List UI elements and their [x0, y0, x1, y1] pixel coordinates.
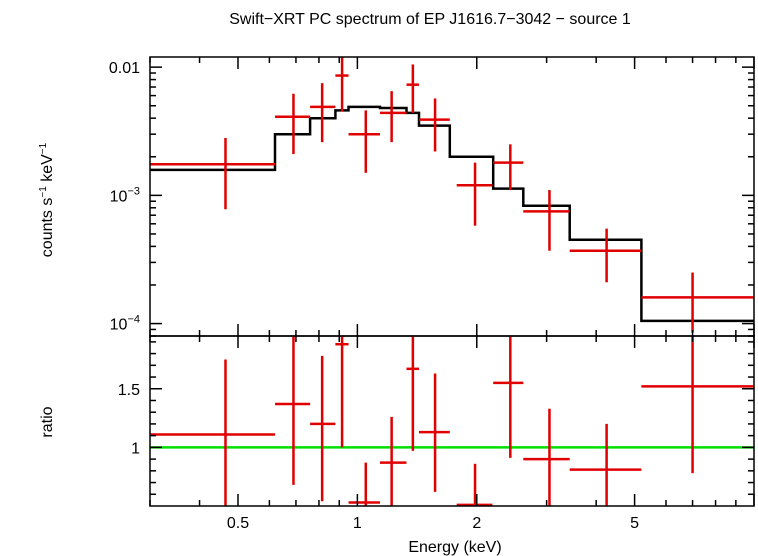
data-point: [418, 373, 450, 492]
frame-rect: [149, 335, 755, 507]
data-point: [310, 83, 336, 143]
x-axis-label: Energy (keV): [408, 539, 501, 556]
spectrum-y-axis: 0.01 10−3 10−4: [109, 60, 754, 337]
data-point: [379, 416, 407, 506]
x-tick-label: 2: [472, 515, 481, 532]
x-tick-label: 0.5: [227, 515, 249, 532]
spectrum-data-points: [150, 57, 754, 333]
data-point: [569, 228, 642, 283]
data-point: [335, 336, 349, 448]
data-point: [569, 423, 642, 506]
y-tick-label: 1.5: [118, 382, 140, 399]
data-point: [406, 336, 419, 451]
data-point: [348, 462, 380, 506]
y-tick-label: 10−3: [110, 185, 140, 205]
frame-rect: [149, 56, 755, 337]
spectrum-panel: 0.01 10−3 10−4 counts s−1 keV−1: [38, 56, 755, 337]
data-point: [456, 463, 493, 507]
data-point: [275, 336, 311, 485]
data-point: [641, 336, 754, 474]
data-point: [418, 98, 450, 152]
y-tick-label: 10−4: [110, 314, 140, 334]
model-step-line: [150, 105, 754, 323]
data-point: [150, 359, 276, 506]
data-point: [150, 138, 276, 210]
data-point: [406, 64, 419, 113]
ratio-y-axis: 11.5: [118, 341, 754, 496]
y-tick-label: 1: [131, 440, 140, 457]
ratio-panel-frame: [149, 335, 755, 507]
ratio-data-points: [150, 336, 754, 507]
ratio-panel: 11.5 0.5 1 2 5 ratio Energy (keV): [39, 335, 755, 556]
data-point: [310, 355, 336, 502]
chart-title: Swift−XRT PC spectrum of EP J1616.7−3042…: [229, 11, 631, 28]
data-point: [348, 110, 380, 173]
data-point: [379, 91, 407, 143]
data-point: [493, 336, 524, 458]
data-point: [335, 57, 349, 112]
x-tick-label: 1: [353, 515, 362, 532]
ratio-y-axis-label: ratio: [39, 406, 56, 437]
y-tick-label: 0.01: [109, 60, 140, 77]
data-point: [523, 190, 570, 251]
energy-x-axis: 0.5 1 2 5: [149, 336, 755, 532]
data-point: [275, 93, 311, 155]
spectrum-panel-frame: [149, 56, 755, 337]
x-tick-label: 5: [630, 515, 639, 532]
data-point: [523, 408, 570, 506]
spectrum-y-axis-label: counts s−1 keV−1: [38, 142, 56, 257]
data-point: [493, 144, 524, 191]
model-line: [150, 105, 754, 323]
data-point: [641, 272, 754, 333]
data-point: [456, 162, 493, 226]
